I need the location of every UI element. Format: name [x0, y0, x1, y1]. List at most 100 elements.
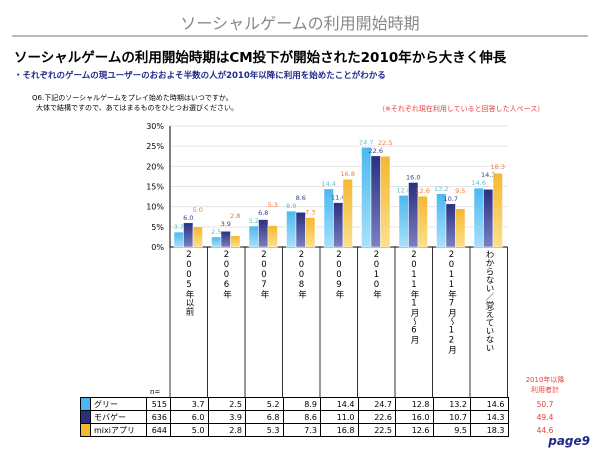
header-divider: [12, 35, 588, 37]
question-line2: 大体で結構ですので、あてはまるものをひとつお選びください。: [36, 104, 238, 112]
table-cell: 12.8: [395, 397, 434, 411]
table-cell: 24.7: [357, 397, 396, 411]
table-cell: 14.6: [470, 397, 509, 411]
headline: ソーシャルゲームの利用開始時期はCM投下が開始された2010年から大きく伸長: [14, 50, 507, 66]
data-label: 10.7: [444, 195, 458, 203]
table-cell: 3.9: [207, 410, 246, 424]
y-tick-label: 10%: [146, 203, 164, 212]
legend-swatch: [80, 423, 91, 437]
table-row: mixiアプリ 644 5.0 2.8 5.3 7.3 16.8 22.5 12.6 9.5 18.…: [80, 423, 509, 437]
table-cell: 5.3: [245, 423, 284, 437]
bar-mixiアプリ: [192, 226, 203, 248]
data-label: 3.9: [221, 220, 231, 228]
table-cell: 5.0: [170, 423, 209, 437]
category-label: 2006年: [221, 250, 232, 299]
bar-mixiアプリ: [230, 235, 241, 248]
data-label: 12.6: [416, 187, 430, 195]
bar-グリー: [473, 187, 484, 248]
bar-mixiアプリ: [380, 156, 391, 248]
series-name: モバゲー: [90, 410, 147, 424]
data-label: 13.2: [434, 185, 448, 193]
table-cell: 3.7: [170, 397, 209, 411]
data-label: 5.2: [249, 217, 259, 225]
page-header: ソーシャルゲームの利用開始時期: [180, 14, 420, 33]
total-value: 49.4: [536, 413, 554, 422]
table-cell: 18.3: [470, 423, 509, 437]
y-tick-label: 20%: [146, 162, 164, 171]
series-name: グリー: [90, 397, 147, 411]
data-label: 14.6: [472, 179, 486, 187]
bar-mixiアプリ: [305, 217, 316, 248]
bar-グリー: [173, 231, 184, 248]
total-value: 50.7: [536, 400, 554, 409]
n-value: 515: [146, 397, 171, 411]
n-label: n=: [150, 388, 161, 396]
category-label: 2009年: [334, 250, 344, 299]
bar-グリー: [398, 195, 409, 248]
data-label: 11.0: [331, 194, 345, 202]
table-cell: 2.8: [207, 423, 246, 437]
y-tick-label: 0%: [151, 243, 164, 252]
legend-swatch: [80, 410, 91, 424]
n-value: 644: [146, 423, 171, 437]
table-cell: 12.6: [395, 423, 434, 437]
series-name: mixiアプリ: [90, 423, 147, 437]
bar-グリー: [248, 225, 259, 248]
data-label: 8.9: [286, 202, 296, 210]
y-tick-label: 15%: [146, 183, 164, 192]
table-cell: 8.9: [282, 397, 321, 411]
category-label: わからない／覚えていない: [484, 250, 494, 352]
table-cell: 9.5: [432, 423, 471, 437]
bar-モバゲー: [258, 219, 269, 248]
bar-モバゲー: [220, 231, 231, 248]
table-cell: 8.6: [282, 410, 321, 424]
page-number: page9: [548, 434, 590, 448]
table-cell: 22.5: [357, 423, 396, 437]
table-cell: 22.6: [357, 410, 396, 424]
bar-mixiアプリ: [492, 172, 503, 248]
table-cell: 13.2: [432, 397, 471, 411]
bar-mixiアプリ: [455, 208, 466, 248]
table-cell: 14.4: [320, 397, 359, 411]
total-value: 44.6: [536, 426, 554, 435]
bar-グリー: [361, 147, 372, 248]
data-label: 16.0: [406, 173, 420, 181]
bar-mixiアプリ: [267, 225, 278, 248]
bar-モバゲー: [483, 189, 494, 248]
table-cell: 6.0: [170, 410, 209, 424]
category-label: 2005年以前: [184, 250, 194, 316]
table-cell: 14.3: [470, 410, 509, 424]
table-cell: 5.2: [245, 397, 284, 411]
total-label: 2010年以降 利用者計: [525, 376, 565, 394]
data-label: 9.5: [455, 187, 465, 195]
data-label: 16.8: [341, 170, 355, 178]
table-cell: 6.8: [245, 410, 284, 424]
category-label: 2010年: [371, 250, 382, 299]
table-cell: 16.0: [395, 410, 434, 424]
bar-グリー: [286, 210, 297, 248]
data-table: グリー 515 3.7 2.5 5.2 8.9 14.4 24.7 12.8 13.2 14.6 モバ…: [80, 397, 509, 437]
data-label: 12.8: [397, 186, 411, 194]
n-value: 636: [146, 410, 171, 424]
bar-モバゲー: [370, 155, 381, 248]
legend-swatch: [80, 397, 91, 411]
question-line1: Q6.下記のソーシャルゲームをプレイ始めた時期はいつですか。: [32, 94, 233, 102]
data-label: 2.8: [230, 212, 240, 220]
category-label: 2007年: [259, 250, 269, 299]
category-label: 2011年7月～12月: [446, 250, 457, 354]
data-label: 7.3: [305, 209, 315, 217]
data-label: 22.5: [378, 139, 392, 147]
data-label: 6.0: [183, 214, 193, 222]
table-cell: 16.8: [320, 423, 359, 437]
data-label: 14.4: [322, 180, 336, 188]
data-label: 3.7: [174, 223, 184, 231]
table-cell: 10.7: [432, 410, 471, 424]
data-label: 18.3: [491, 163, 505, 171]
data-label: 5.3: [268, 201, 278, 209]
data-label: 24.7: [359, 138, 373, 146]
data-label: 2.5: [211, 228, 221, 236]
bar-グリー: [211, 236, 222, 248]
base-note: （※それぞれ現在利用していると回答した人ベース）: [378, 105, 545, 113]
table-cell: 11.0: [320, 410, 359, 424]
